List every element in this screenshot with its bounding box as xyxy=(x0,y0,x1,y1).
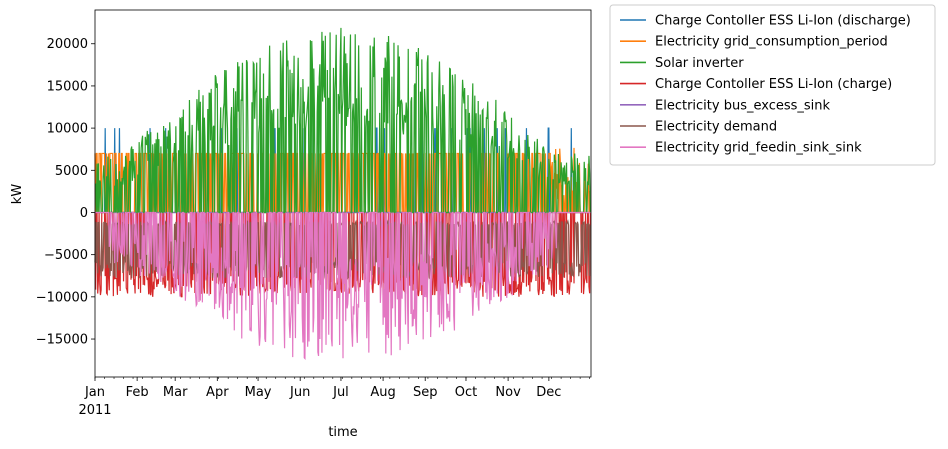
legend-label: Solar inverter xyxy=(655,56,744,71)
x-tick-label: May xyxy=(245,385,272,400)
legend-label: Charge Contoller ESS Li-Ion (discharge) xyxy=(655,14,911,29)
legend-label: Electricity demand xyxy=(655,120,777,135)
series-line-grid-feedin-sink xyxy=(95,211,591,360)
x-tick-label: Sep xyxy=(413,385,438,400)
y-axis: −15000 −10000 −5000 0 5000 10000 15000 20000 xyxy=(36,37,95,348)
x-tick-label: Aug xyxy=(370,385,395,400)
y-tick-label: 10000 xyxy=(47,122,88,137)
y-tick-label: 0 xyxy=(80,206,88,221)
x-tick-label: Mar xyxy=(163,385,188,400)
y-tick-label: 5000 xyxy=(55,164,88,179)
plot-frame xyxy=(94,9,592,378)
x-tick-label: Jul xyxy=(332,385,349,400)
legend-label: Charge Contoller ESS Li-Ion (charge) xyxy=(655,77,892,92)
legend: Charge Contoller ESS Li-Ion (discharge) E… xyxy=(609,4,936,166)
x-axis: Jan Feb Mar Apr May Jun Jul Aug Sep Oct Nov Dec xyxy=(84,377,590,400)
y-tick-label: 15000 xyxy=(47,79,88,94)
legend-frame xyxy=(609,4,936,166)
x-tick-label: Apr xyxy=(206,385,229,400)
y-tick-label: −15000 xyxy=(36,333,88,348)
x-tick-label: Oct xyxy=(455,385,477,400)
series-layer xyxy=(94,27,591,360)
y-axis-label: kW xyxy=(10,184,25,205)
y-tick-label: −5000 xyxy=(44,248,88,263)
legend-label: Electricity grid_consumption_period xyxy=(655,35,888,50)
x-tick-label: Feb xyxy=(126,385,149,400)
x-tick-label: Nov xyxy=(495,385,521,400)
legend-label: Electricity grid_feedin_sink_sink xyxy=(655,141,862,156)
x-axis-label: time xyxy=(328,425,357,440)
y-tick-label: 20000 xyxy=(47,37,88,52)
x-tick-label: Jun xyxy=(289,385,310,400)
legend-label: Electricity bus_excess_sink xyxy=(655,98,831,113)
x-year-label: 2011 xyxy=(78,403,111,418)
y-tick-label: −10000 xyxy=(36,290,88,305)
x-tick-label: Jan xyxy=(84,385,105,400)
x-tick-label: Dec xyxy=(536,385,561,400)
